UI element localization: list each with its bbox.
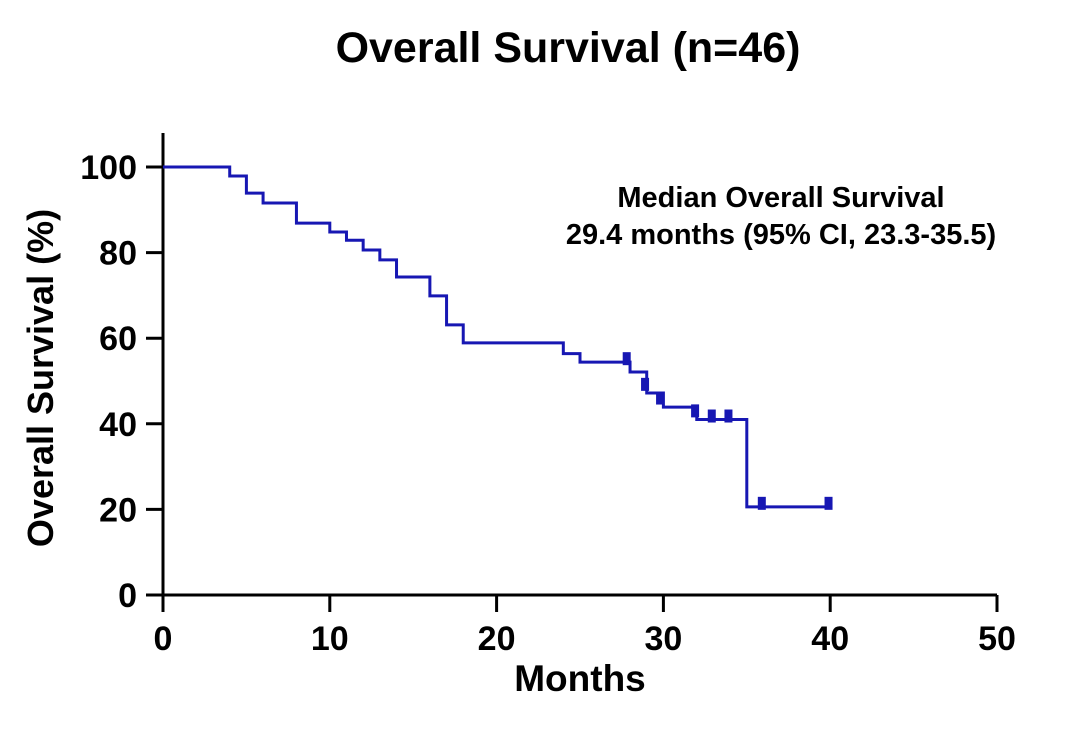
x-axis-title: Months bbox=[514, 658, 646, 699]
y-tick-label: 0 bbox=[118, 577, 137, 615]
y-tick-label: 80 bbox=[99, 235, 137, 273]
x-tick-label: 50 bbox=[978, 620, 1016, 658]
x-tick-label: 40 bbox=[811, 620, 849, 658]
censor-mark bbox=[707, 409, 716, 423]
y-tick-label: 20 bbox=[99, 491, 137, 529]
x-tick-label: 10 bbox=[311, 620, 349, 658]
censor-mark bbox=[724, 409, 733, 423]
censor-mark bbox=[824, 496, 833, 510]
x-tick-label: 30 bbox=[644, 620, 682, 658]
censor-mark bbox=[757, 496, 766, 510]
x-tick-label: 20 bbox=[478, 620, 516, 658]
censor-mark bbox=[656, 391, 665, 405]
median-annotation-line2: 29.4 months (95% CI, 23.3-35.5) bbox=[565, 219, 997, 251]
median-annotation-line1: Median Overall Survival bbox=[617, 182, 945, 214]
x-tick-label: 0 bbox=[154, 620, 173, 658]
censor-mark bbox=[641, 377, 650, 391]
survival-curve bbox=[163, 165, 831, 509]
y-tick-label: 40 bbox=[99, 406, 137, 444]
median-survival-annotation: Median Overall Survival 29.4 months (95%… bbox=[481, 180, 1080, 254]
y-tick-label: 60 bbox=[99, 320, 137, 358]
y-tick-label: 100 bbox=[80, 149, 137, 187]
censor-mark bbox=[691, 404, 700, 418]
censor-mark bbox=[622, 352, 631, 366]
chart-title: Overall Survival (n=46) bbox=[335, 24, 801, 72]
